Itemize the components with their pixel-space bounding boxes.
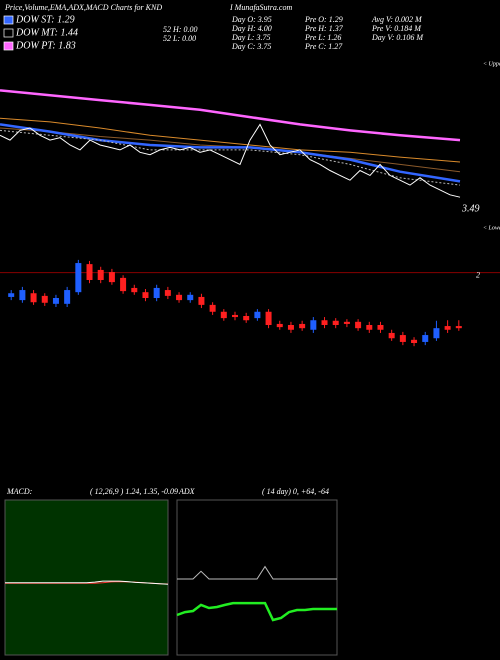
- stat-label: Day H: 4.00: [231, 24, 272, 33]
- candle-body: [41, 295, 48, 303]
- candle-body: [366, 325, 373, 330]
- panel-label: MACD:: [6, 487, 33, 496]
- legend-label: DOW MT: 1.44: [15, 27, 78, 38]
- candle-body: [422, 335, 429, 342]
- candle-body: [265, 311, 272, 325]
- candle-body: [399, 335, 406, 342]
- panel-params: ( 12,26,9 ) 1.24, 1.35, -0.09: [90, 487, 178, 496]
- legend-swatch: [3, 41, 14, 51]
- stat-label: 52 L: 0.00: [163, 34, 196, 43]
- candle-body: [388, 332, 395, 339]
- candle-body: [164, 290, 171, 296]
- stat-label: Day C: 3.75: [231, 42, 271, 51]
- candle-body: [19, 290, 26, 301]
- candle-body: [411, 339, 418, 343]
- panel-label: ADX: [178, 487, 196, 496]
- candle-body: [444, 326, 451, 330]
- stat-label: Day O: 3.95: [231, 15, 272, 24]
- candle-body: [433, 328, 440, 339]
- chart-title: Price,Volume,EMA,ADX,MACD Charts for KND: [4, 3, 162, 12]
- candle-body: [299, 323, 306, 329]
- stat-label: Day V: 0.106 M: [371, 33, 424, 42]
- site-name: I MunafaSutra.com: [229, 3, 292, 12]
- series-line: [0, 123, 461, 183]
- y-tick-label: 2: [476, 270, 480, 279]
- candle-body: [254, 311, 261, 319]
- candle-body: [243, 316, 250, 321]
- series-line: [5, 580, 169, 585]
- legend-swatch: [3, 15, 14, 25]
- candle-body: [310, 320, 317, 330]
- candle-body: [97, 269, 104, 280]
- series-line: [0, 117, 461, 163]
- candle-body: [108, 272, 115, 283]
- last-price-label: 3.49: [461, 204, 480, 215]
- candle-body: [343, 321, 350, 324]
- candle-body: [209, 304, 216, 312]
- panel-params: ( 14 day) 0, +64, -64: [262, 487, 329, 496]
- panel-background: [176, 499, 338, 656]
- candle-body: [131, 287, 138, 293]
- candle-body: [455, 326, 462, 329]
- candle-body: [377, 325, 384, 330]
- candle-body: [332, 320, 339, 325]
- candle-body: [120, 277, 127, 292]
- candle-body: [321, 320, 328, 325]
- series-line: [176, 601, 337, 622]
- legend-label: DOW ST: 1.29: [15, 14, 75, 25]
- candle-body: [52, 298, 59, 304]
- stat-label: Pre L: 1.26: [304, 33, 341, 42]
- series-line: [0, 123, 461, 198]
- candle-body: [355, 321, 362, 329]
- candle-body: [64, 290, 71, 304]
- series-line: [177, 565, 337, 580]
- stat-label: Pre O: 1.29: [304, 15, 343, 24]
- stat-label: Pre H: 1.37: [304, 24, 344, 33]
- candle-body: [176, 294, 183, 301]
- candle-body: [220, 311, 227, 319]
- panel-background: [4, 499, 169, 656]
- candle-body: [276, 323, 283, 328]
- series-line: [0, 89, 461, 142]
- stat-label: Pre V: 0.184 M: [371, 24, 422, 33]
- stat-label: Day L: 3.75: [231, 33, 270, 42]
- candle-body: [198, 296, 205, 305]
- legend-label: DOW PT: 1.83: [15, 40, 76, 51]
- candle-body: [187, 294, 194, 301]
- stat-label: Avg V: 0.002 M: [371, 15, 423, 24]
- annotation: < Upper: [483, 61, 500, 67]
- candle-body: [8, 293, 15, 297]
- candle-body: [86, 264, 93, 280]
- candle-body: [75, 263, 82, 293]
- candle-body: [287, 325, 294, 330]
- candle-body: [153, 287, 160, 298]
- stat-label: Pre C: 1.27: [304, 42, 343, 51]
- annotation: < Lower: [483, 225, 500, 231]
- candle-body: [232, 314, 238, 318]
- stat-label: 52 H: 0.00: [163, 25, 197, 34]
- legend-swatch: [3, 28, 14, 38]
- candle-body: [30, 293, 37, 303]
- candle-body: [142, 292, 149, 298]
